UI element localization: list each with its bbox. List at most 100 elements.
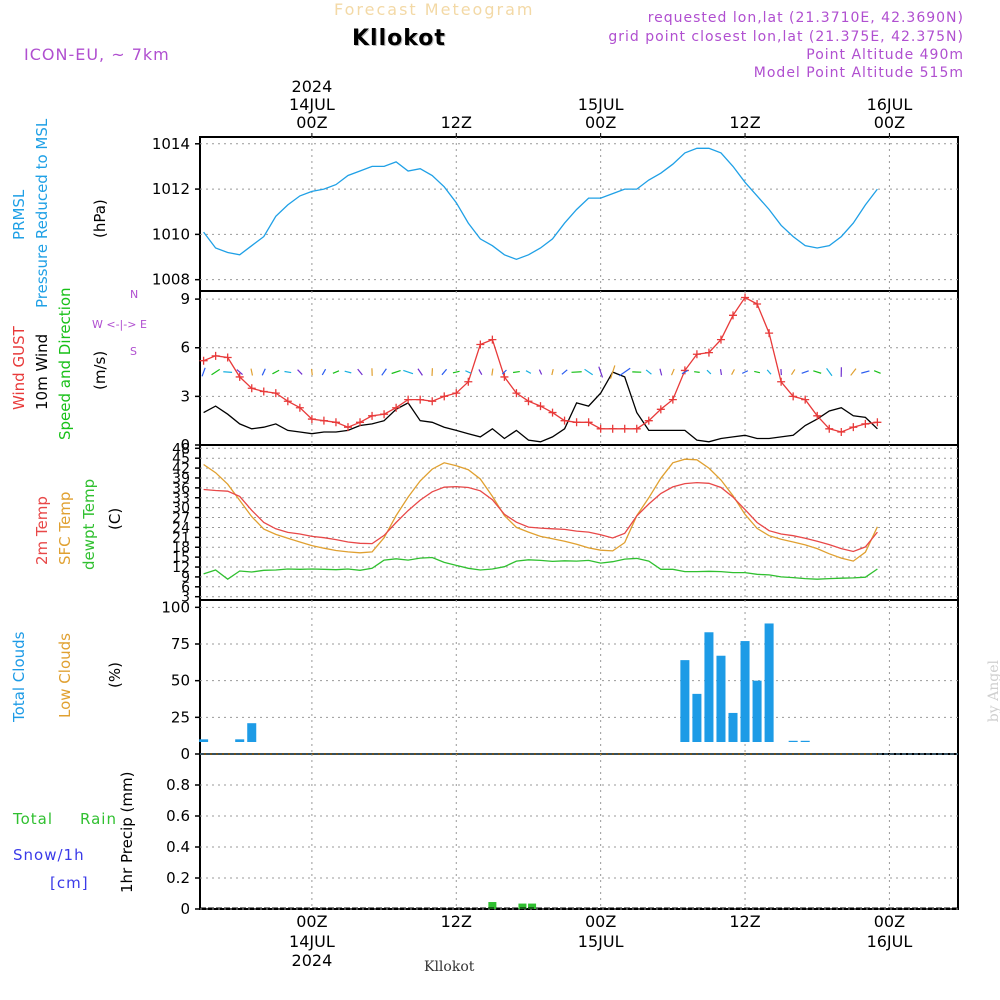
ytick-label-temp-7: 24: [172, 520, 190, 536]
ytick-label-temp-6: 21: [172, 530, 190, 546]
gust-marker-39: [668, 395, 677, 404]
wind-arrow-24: [491, 368, 494, 376]
wind-arrow-9: [310, 368, 313, 376]
gust-marker-19: [428, 397, 437, 406]
wind-arrow-40: [681, 369, 689, 375]
wind-arrow-0: [201, 367, 206, 377]
wind-arrow-54: [850, 368, 857, 376]
precip-bar-2: [528, 903, 537, 909]
wind-arrow-11: [332, 370, 340, 374]
2m-temp-line: [203, 481, 878, 553]
label-dewpt-temp: dewpt Temp: [80, 478, 98, 570]
gust-marker-24: [488, 335, 497, 344]
gust-marker-7: [283, 397, 292, 406]
top-axis-day-0: 14JUL: [289, 95, 335, 114]
wind-arrow-6: [272, 369, 280, 375]
label-total: Total: [13, 810, 54, 828]
wind-arrow-15: [381, 368, 387, 376]
location-title: Kllokot: [352, 26, 446, 51]
ytick-label-clouds-1: 25: [171, 708, 190, 726]
wind-arrow-52: [826, 367, 833, 377]
ytick-label-temp-0: 3: [181, 590, 190, 606]
bottom-axis-hour-2: 00Z: [585, 912, 616, 931]
ytick-label-wind-3: 9: [180, 290, 190, 308]
wind-arrow-2: [223, 371, 233, 373]
bottom-axis-hour-3: 12Z: [729, 912, 760, 931]
gust-marker-15: [380, 410, 389, 419]
label-snow: Snow/1h: [13, 846, 85, 864]
top-axis-day-4: 16JUL: [867, 95, 913, 114]
gust-marker-13: [356, 418, 365, 427]
label-pressure-msl: Pressure Reduced to MSL: [33, 118, 51, 308]
wind-arrow-23: [478, 369, 483, 375]
panel-frame-clouds: [199, 599, 959, 755]
label-prmsl: PRMSL: [10, 189, 28, 240]
ytick-label-clouds-3: 75: [171, 635, 190, 653]
gust-marker-45: [741, 293, 750, 302]
wind-arrow-3: [236, 369, 243, 375]
gust-marker-50: [801, 395, 810, 404]
ytick-label-precip-1: 0.2: [166, 869, 190, 887]
wind-speed-line: [203, 371, 878, 443]
wind-arrow-12: [344, 370, 352, 374]
ytick-label-temp-13: 42: [172, 461, 190, 477]
cloud-bar-3: [235, 739, 245, 742]
model-altitude: Model Point Altitude 515m: [753, 65, 964, 81]
gust-marker-23: [476, 340, 485, 349]
wind-arrow-8: [297, 369, 303, 375]
wind-arrow-13: [357, 368, 363, 376]
gust-marker-51: [813, 411, 822, 420]
ytick-label-temp-1: 6: [181, 580, 190, 596]
wind-arrow-46: [754, 370, 761, 374]
gust-marker-21: [452, 389, 461, 398]
gust-marker-44: [729, 311, 738, 320]
wind-arrow-22: [465, 370, 472, 374]
wind-arrow-42: [706, 369, 712, 375]
gust-marker-25: [500, 372, 509, 381]
requested-coords: requested lon,lat (21.3710E, 42.3690N): [647, 10, 964, 26]
label-cm: [cm]: [50, 874, 89, 892]
gust-marker-38: [656, 405, 665, 414]
ytick-label-temp-15: 48: [172, 441, 190, 457]
cloud-bar-46: [752, 680, 762, 742]
precip-bar-0: [488, 902, 497, 909]
cloud-bar-49: [788, 740, 798, 742]
bottom-axis-day-4: 16JUL: [867, 932, 913, 951]
gust-marker-56: [873, 418, 882, 427]
ytick-label-precip-0: 0: [180, 900, 190, 918]
wind-arrow-30: [561, 369, 568, 375]
gust-marker-10: [319, 416, 328, 425]
label-10m-wind: 10m Wind: [33, 333, 51, 410]
label-c: (C): [106, 507, 124, 530]
wind-arrow-20: [441, 368, 448, 376]
wind-arrow-5: [261, 368, 266, 376]
wind-arrow-55: [861, 370, 870, 374]
gust-marker-55: [861, 419, 870, 428]
ytick-label-temp-11: 36: [172, 481, 190, 497]
pressure-line: [203, 147, 878, 260]
ytick-label-temp-10: 33: [172, 491, 190, 507]
ytick-label-pressure-2: 1012: [152, 180, 190, 198]
ytick-label-temp-2: 9: [181, 570, 190, 586]
gust-marker-2: [223, 353, 232, 362]
ytick-label-temp-4: 15: [172, 550, 190, 566]
gust-marker-31: [572, 418, 581, 427]
bottom-axis-hour-4: 00Z: [874, 912, 905, 931]
label-hpa: (hPa): [91, 199, 109, 238]
label-speed-direction: Speed and Direction: [56, 287, 74, 440]
ytick-label-temp-9: 30: [172, 501, 190, 517]
wind-arrow-44: [731, 369, 735, 375]
label-2m-temp: 2m Temp: [33, 496, 51, 565]
chart-subtitle: Forecast Meteogram: [334, 0, 535, 19]
wind-arrow-16: [391, 370, 401, 375]
panel-frame-precip: [199, 753, 959, 910]
label-total-clouds: Total Clouds: [10, 631, 28, 722]
footer-location: Kllokot: [424, 959, 475, 975]
label-ms: (m/s): [91, 350, 109, 390]
gust-marker-8: [295, 403, 304, 412]
panel-frame-pressure: [199, 136, 959, 292]
cloud-bar-0: [199, 739, 209, 742]
gust-marker-54: [849, 423, 858, 432]
gust-marker-16: [392, 403, 401, 412]
